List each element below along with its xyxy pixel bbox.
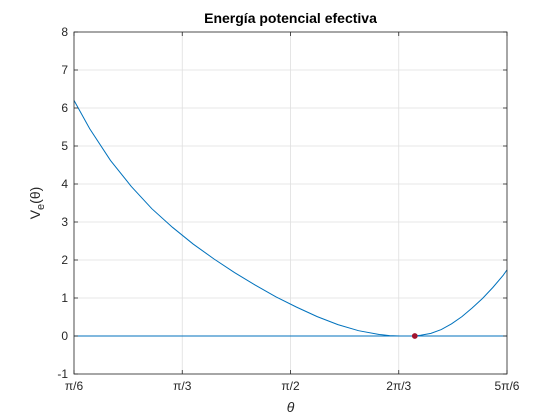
y-tick-label: 7 (61, 63, 68, 77)
x-tick-label: π/2 (281, 379, 300, 393)
x-axis-label: θ (287, 399, 295, 415)
y-axis-label-sub: e (35, 204, 47, 210)
series-layer (73, 100, 508, 337)
y-tick-label: 3 (61, 215, 68, 229)
y-axis-label-main: V (27, 209, 43, 219)
y-tick-label: 2 (61, 253, 68, 267)
y-tick-label: 5 (61, 139, 68, 153)
y-tick-label: 1 (61, 291, 68, 305)
y-axis-label: Ve(θ) (27, 187, 47, 220)
x-tick-label: π/6 (65, 379, 84, 393)
y-tick-label: 0 (61, 329, 68, 343)
x-tick-label: π/3 (173, 379, 192, 393)
chart-title: Energía potencial efectiva (204, 10, 377, 26)
marker-point-0 (411, 333, 418, 339)
y-tick-label: 4 (61, 177, 68, 191)
y-axis-label-arg: (θ) (27, 187, 43, 204)
points-layer (411, 333, 418, 339)
y-tick-label: -1 (57, 367, 68, 381)
series-line-0 (73, 100, 508, 337)
x-tick-label: 5π/6 (495, 379, 520, 393)
tick-layer: π/6 π/3 π/2 2π/3 5π/6 -1 0 1 2 3 4 5 6 7 8 (57, 25, 519, 393)
x-tick-label: 2π/3 (386, 379, 411, 393)
y-tick-label: 8 (61, 25, 68, 39)
y-tick-label: 6 (61, 101, 68, 115)
